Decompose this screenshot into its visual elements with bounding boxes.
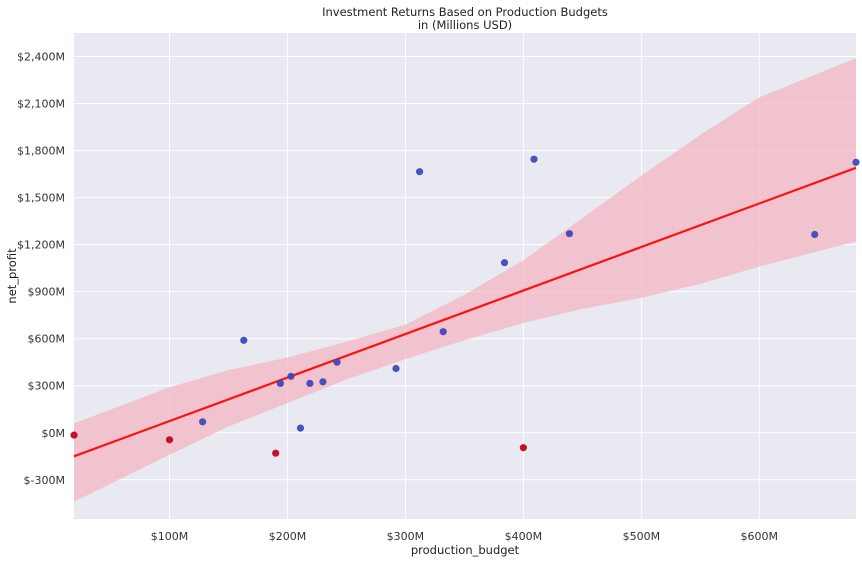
regression-line-group	[73, 166, 857, 458]
data-point	[306, 379, 314, 387]
data-point	[70, 431, 78, 439]
y-tick-label: $1,800M	[17, 145, 65, 158]
x-tick-label: $100M	[151, 530, 189, 543]
data-point	[500, 259, 509, 267]
y-tick-label: $0M	[42, 427, 66, 440]
chart-title-line2: in (Millions USD)	[418, 18, 512, 32]
regression-line	[73, 166, 857, 458]
x-tick-labels: $100M $200M $300M $400M $500M $600M	[151, 530, 778, 543]
x-tick-label: $200M	[269, 530, 307, 543]
data-point	[519, 444, 528, 452]
data-point	[392, 364, 400, 373]
data-point	[852, 158, 860, 166]
data-point	[165, 436, 174, 444]
y-tick-label: $1,200M	[17, 239, 65, 252]
data-point	[276, 379, 284, 387]
data-point	[296, 424, 305, 432]
x-tick-label: $500M	[623, 530, 661, 543]
confidence-band-group	[74, 58, 856, 502]
confidence-band	[74, 58, 856, 502]
x-axis-title: production_budget	[411, 543, 520, 557]
x-tick-label: $300M	[387, 530, 425, 543]
y-tick-label: $2,400M	[17, 51, 65, 64]
y-tick-label: $900M	[28, 286, 66, 299]
chart-title-line1: Investment Returns Based on Production B…	[322, 5, 608, 19]
y-tick-labels: $2,400M $2,100M $1,800M $1,500M $1,200M $900M…	[17, 51, 65, 487]
y-tick-label: $-300M	[24, 474, 65, 487]
y-axis-title: net_profit	[5, 248, 19, 304]
data-points	[70, 155, 860, 457]
data-point	[240, 336, 248, 344]
x-tick-label: $400M	[505, 530, 543, 543]
data-point	[333, 358, 341, 366]
y-tick-label: $600M	[28, 333, 66, 346]
data-point	[811, 230, 819, 239]
data-point	[439, 328, 447, 336]
data-point	[530, 155, 538, 163]
x-tick-label: $600M	[741, 530, 779, 543]
data-point	[272, 449, 280, 457]
data-point	[287, 372, 295, 380]
data-point	[416, 168, 424, 176]
y-tick-label: $2,100M	[17, 98, 65, 111]
plot-background	[74, 33, 856, 519]
data-point	[565, 230, 574, 238]
data-point	[199, 418, 207, 426]
y-tick-label: $300M	[28, 380, 66, 393]
data-point	[319, 378, 327, 386]
y-tick-label: $1,500M	[17, 192, 65, 205]
